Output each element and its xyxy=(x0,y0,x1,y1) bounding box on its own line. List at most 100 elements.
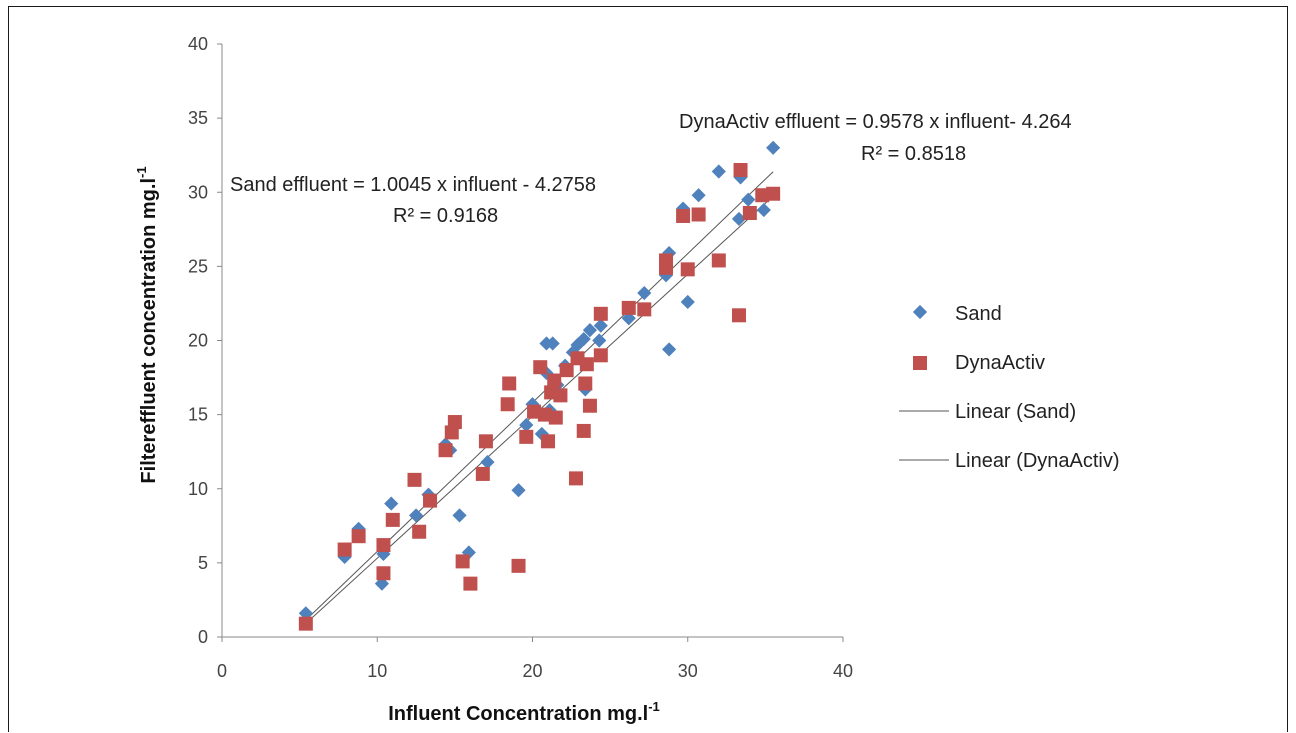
point-sand xyxy=(756,202,771,218)
point-dynaactiv xyxy=(478,434,493,449)
chart-frame: 0 5 10 15 20 25 30 35 40 0 10 20 30 40 Influent Conc… xyxy=(8,6,1288,732)
data-points xyxy=(298,140,781,631)
point-sand xyxy=(637,285,652,301)
point-dynaactiv xyxy=(376,538,391,553)
point-sand xyxy=(766,140,781,155)
y-tick-label: 0 xyxy=(198,627,208,647)
point-dynaactiv xyxy=(731,308,746,323)
legend-label-linear-sand: Linear (Sand) xyxy=(955,401,1076,423)
point-dynaactiv xyxy=(691,207,706,222)
axes: 0 5 10 15 20 25 30 35 40 0 10 20 30 40 xyxy=(188,34,853,681)
point-sand xyxy=(691,188,706,203)
y-ticks: 0 5 10 15 20 25 30 35 40 xyxy=(188,34,222,647)
legend-label-linear-dynaactiv: Linear (DynaActiv) xyxy=(955,450,1120,472)
dynaactiv-r-squared: R² = 0.8518 xyxy=(861,143,966,165)
point-dynaactiv xyxy=(463,576,478,591)
point-dynaactiv xyxy=(438,443,453,458)
point-dynaactiv xyxy=(537,407,552,422)
point-sand xyxy=(511,483,526,498)
point-dynaactiv xyxy=(500,397,515,412)
point-sand xyxy=(452,508,467,523)
point-dynaactiv xyxy=(502,376,517,391)
point-sand xyxy=(593,318,608,333)
point-dynaactiv xyxy=(351,529,366,544)
point-sand xyxy=(680,294,695,310)
point-sand xyxy=(408,508,424,523)
point-dynaactiv xyxy=(423,493,438,508)
point-sand xyxy=(592,333,607,348)
x-tick-label: 40 xyxy=(833,661,853,681)
y-tick-label: 15 xyxy=(188,405,208,425)
point-dynaactiv xyxy=(527,404,542,419)
legend-marker-sand xyxy=(912,304,928,320)
y-tick-label: 5 xyxy=(198,553,208,573)
point-dynaactiv xyxy=(337,542,352,557)
sand-r-squared: R² = 0.9168 xyxy=(393,205,498,227)
point-dynaactiv xyxy=(755,188,770,203)
point-dynaactiv xyxy=(541,434,556,449)
point-dynaactiv xyxy=(621,300,636,315)
x-tick-label: 30 xyxy=(678,661,698,681)
y-tick-label: 40 xyxy=(188,34,208,54)
point-dynaactiv xyxy=(376,566,391,581)
point-dynaactiv xyxy=(593,348,608,363)
y-axis-title: Filtereffluent concentration mg.l-1 xyxy=(134,166,160,483)
point-dynaactiv xyxy=(680,262,695,277)
x-tick-label: 10 xyxy=(367,661,387,681)
sand-equation: Sand effluent = 1.0045 x influent - 4.27… xyxy=(230,174,596,196)
point-sand xyxy=(519,417,534,433)
legend-label-sand: Sand xyxy=(955,303,1002,325)
y-tick-label: 10 xyxy=(188,479,208,499)
point-dynaactiv xyxy=(766,186,781,201)
point-dynaactiv xyxy=(511,558,526,573)
point-dynaactiv xyxy=(447,415,462,430)
point-dynaactiv xyxy=(733,163,748,178)
trendline-sand xyxy=(305,171,774,621)
y-tick-label: 25 xyxy=(188,256,208,276)
point-dynaactiv xyxy=(519,429,534,444)
point-sand xyxy=(384,496,399,511)
point-sand xyxy=(576,331,591,347)
point-sand xyxy=(731,211,747,227)
point-dynaactiv xyxy=(533,360,548,375)
point-dynaactiv xyxy=(407,472,422,487)
point-sand xyxy=(662,342,677,357)
trendlines xyxy=(305,171,774,624)
y-tick-label: 30 xyxy=(188,182,208,202)
x-ticks: 0 10 20 30 40 xyxy=(217,637,853,681)
point-dynaactiv xyxy=(593,306,608,321)
y-tick-label: 35 xyxy=(188,108,208,128)
point-dynaactiv xyxy=(547,373,562,388)
legend-label-dynaactiv: DynaActiv xyxy=(955,352,1045,374)
point-dynaactiv xyxy=(576,423,591,438)
point-dynaactiv xyxy=(742,206,757,221)
point-dynaactiv xyxy=(475,466,490,481)
point-dynaactiv xyxy=(711,253,726,268)
point-dynaactiv xyxy=(412,524,427,539)
point-dynaactiv xyxy=(582,398,597,413)
legend: Sand DynaActiv Linear (Sand) Linear (Dyn… xyxy=(899,303,1120,472)
point-sand xyxy=(711,164,726,179)
point-dynaactiv xyxy=(637,302,652,317)
point-dynaactiv xyxy=(553,388,568,403)
x-tick-label: 0 xyxy=(217,661,227,681)
point-dynaactiv xyxy=(455,554,470,569)
point-dynaactiv xyxy=(676,208,691,223)
point-dynaactiv xyxy=(548,410,563,425)
point-sand xyxy=(741,192,756,207)
point-dynaactiv xyxy=(578,376,593,391)
y-tick-label: 20 xyxy=(188,331,208,351)
point-dynaactiv xyxy=(298,616,313,631)
legend-marker-dynaactiv xyxy=(913,356,927,370)
point-dynaactiv xyxy=(579,357,594,372)
scatter-chart: 0 5 10 15 20 25 30 35 40 0 10 20 30 40 Influent Conc… xyxy=(134,34,1120,725)
point-sand xyxy=(480,454,495,470)
point-dynaactiv xyxy=(385,512,400,527)
point-dynaactiv xyxy=(559,363,574,378)
x-axis-title: Influent Concentration mg.l-1 xyxy=(388,699,660,725)
point-sand xyxy=(545,336,560,351)
dynaactiv-equation: DynaActiv effluent = 0.9578 x influent- … xyxy=(679,111,1072,133)
x-tick-label: 20 xyxy=(522,661,542,681)
point-dynaactiv xyxy=(659,253,674,268)
point-dynaactiv xyxy=(568,471,583,486)
